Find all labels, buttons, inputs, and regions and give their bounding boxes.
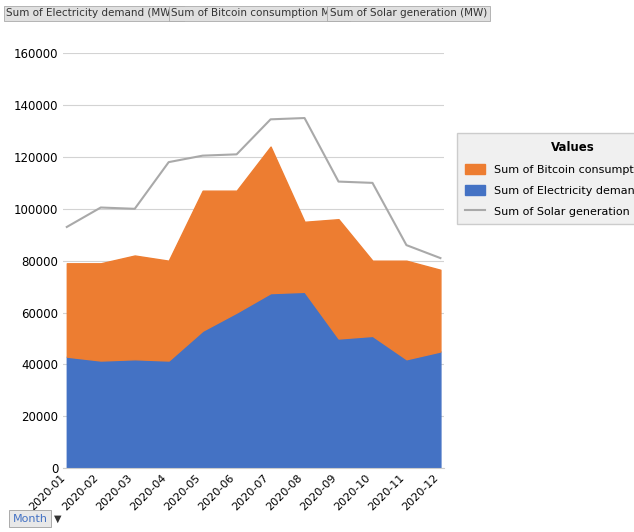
Text: Sum of Solar generation (MW): Sum of Solar generation (MW) [330, 9, 487, 18]
Text: Sum of Electricity demand (MWh): Sum of Electricity demand (MWh) [6, 9, 181, 18]
Text: ▼: ▼ [54, 514, 61, 523]
Text: Sum of Bitcoin consumption MWh: Sum of Bitcoin consumption MWh [171, 9, 347, 18]
Legend: Sum of Bitcoin consumption MWh, Sum of Electricity demand (MWh), Sum of Solar ge: Sum of Bitcoin consumption MWh, Sum of E… [457, 134, 634, 225]
Text: Month: Month [13, 514, 48, 523]
